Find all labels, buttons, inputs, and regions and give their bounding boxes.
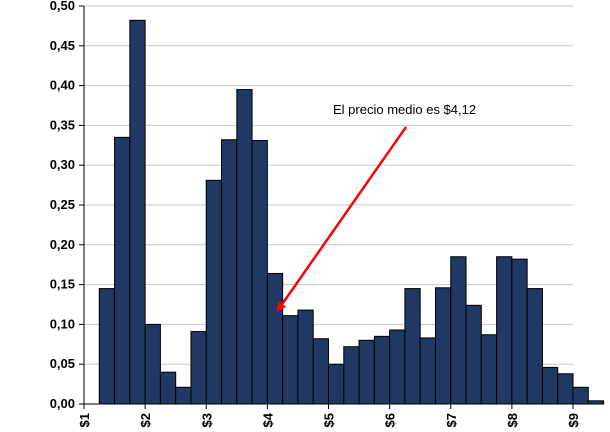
y-tick-label: 0,50 bbox=[50, 0, 75, 13]
histogram-bar bbox=[434, 287, 452, 405]
mean-price-annotation: El precio medio es $4,12 bbox=[276, 102, 476, 313]
histogram-bar bbox=[328, 363, 345, 405]
x-tick-label: $2 bbox=[138, 413, 153, 427]
y-tick-labels: 0,00 0,05 0,10 0,15 0,20 0,25 0,30 0,35 0,40 0,45… bbox=[50, 0, 84, 411]
histogram-bar bbox=[358, 339, 375, 405]
y-tick-label: 0,00 bbox=[50, 396, 75, 411]
x-tick-labels: $1 $2 $3 $4 $5 $6 $7 $8 $9 bbox=[77, 404, 581, 427]
histogram-bar bbox=[221, 139, 238, 405]
x-tick-label: $7 bbox=[444, 413, 459, 427]
x-tick-label: $4 bbox=[260, 412, 275, 427]
histogram-bar bbox=[557, 373, 574, 405]
histogram-bar bbox=[480, 334, 498, 405]
histogram-bar bbox=[541, 366, 559, 405]
x-tick-label: $8 bbox=[505, 413, 520, 427]
y-tick-label: 0,20 bbox=[50, 237, 75, 252]
gridlines bbox=[84, 5, 573, 405]
y-tick-label: 0,15 bbox=[50, 277, 75, 292]
histogram-bar bbox=[343, 346, 360, 405]
x-tick-label: $5 bbox=[322, 413, 337, 427]
histogram-bar bbox=[98, 288, 116, 405]
histogram-bar bbox=[282, 315, 299, 405]
histogram-bar bbox=[496, 256, 513, 405]
histogram-bar bbox=[572, 386, 589, 405]
x-tick-label: $1 bbox=[77, 413, 92, 427]
histogram-bar bbox=[465, 304, 482, 405]
y-tick-label: 0,40 bbox=[50, 78, 75, 93]
histogram-bars bbox=[98, 19, 605, 405]
histogram-bar bbox=[266, 272, 284, 405]
x-tick-label: $9 bbox=[566, 413, 581, 427]
y-tick-label: 0,30 bbox=[50, 157, 75, 172]
histogram-bar bbox=[373, 335, 391, 405]
y-tick-label: 0,10 bbox=[50, 316, 75, 331]
histogram-bar bbox=[389, 329, 406, 405]
annotation-text: El precio medio es $4,12 bbox=[333, 102, 476, 117]
histogram-bar bbox=[251, 140, 268, 405]
histogram-bar bbox=[297, 309, 314, 405]
histogram-bar bbox=[419, 337, 436, 405]
histogram-bar bbox=[190, 331, 207, 405]
histogram-bar bbox=[129, 19, 146, 405]
y-tick-label: 0,45 bbox=[50, 38, 75, 53]
histogram-bar bbox=[404, 288, 421, 405]
histogram-bar bbox=[312, 338, 329, 405]
histogram-bar bbox=[511, 258, 528, 405]
y-tick-label: 0,25 bbox=[50, 197, 75, 212]
histogram-bar bbox=[587, 400, 605, 405]
x-tick-label: $3 bbox=[199, 413, 214, 427]
x-tick-label: $6 bbox=[383, 413, 398, 427]
y-tick-label: 0,05 bbox=[50, 356, 75, 371]
histogram-bar bbox=[526, 288, 543, 405]
histogram-bar bbox=[114, 136, 131, 405]
histogram-bar bbox=[159, 371, 177, 405]
y-tick-label: 0,35 bbox=[50, 117, 75, 132]
histogram-bar bbox=[236, 89, 253, 405]
histogram-bar bbox=[205, 179, 223, 405]
histogram-bar bbox=[144, 323, 161, 405]
histogram-bar bbox=[175, 386, 192, 405]
histogram-bar bbox=[450, 256, 467, 405]
annotation-arrow bbox=[276, 126, 408, 313]
